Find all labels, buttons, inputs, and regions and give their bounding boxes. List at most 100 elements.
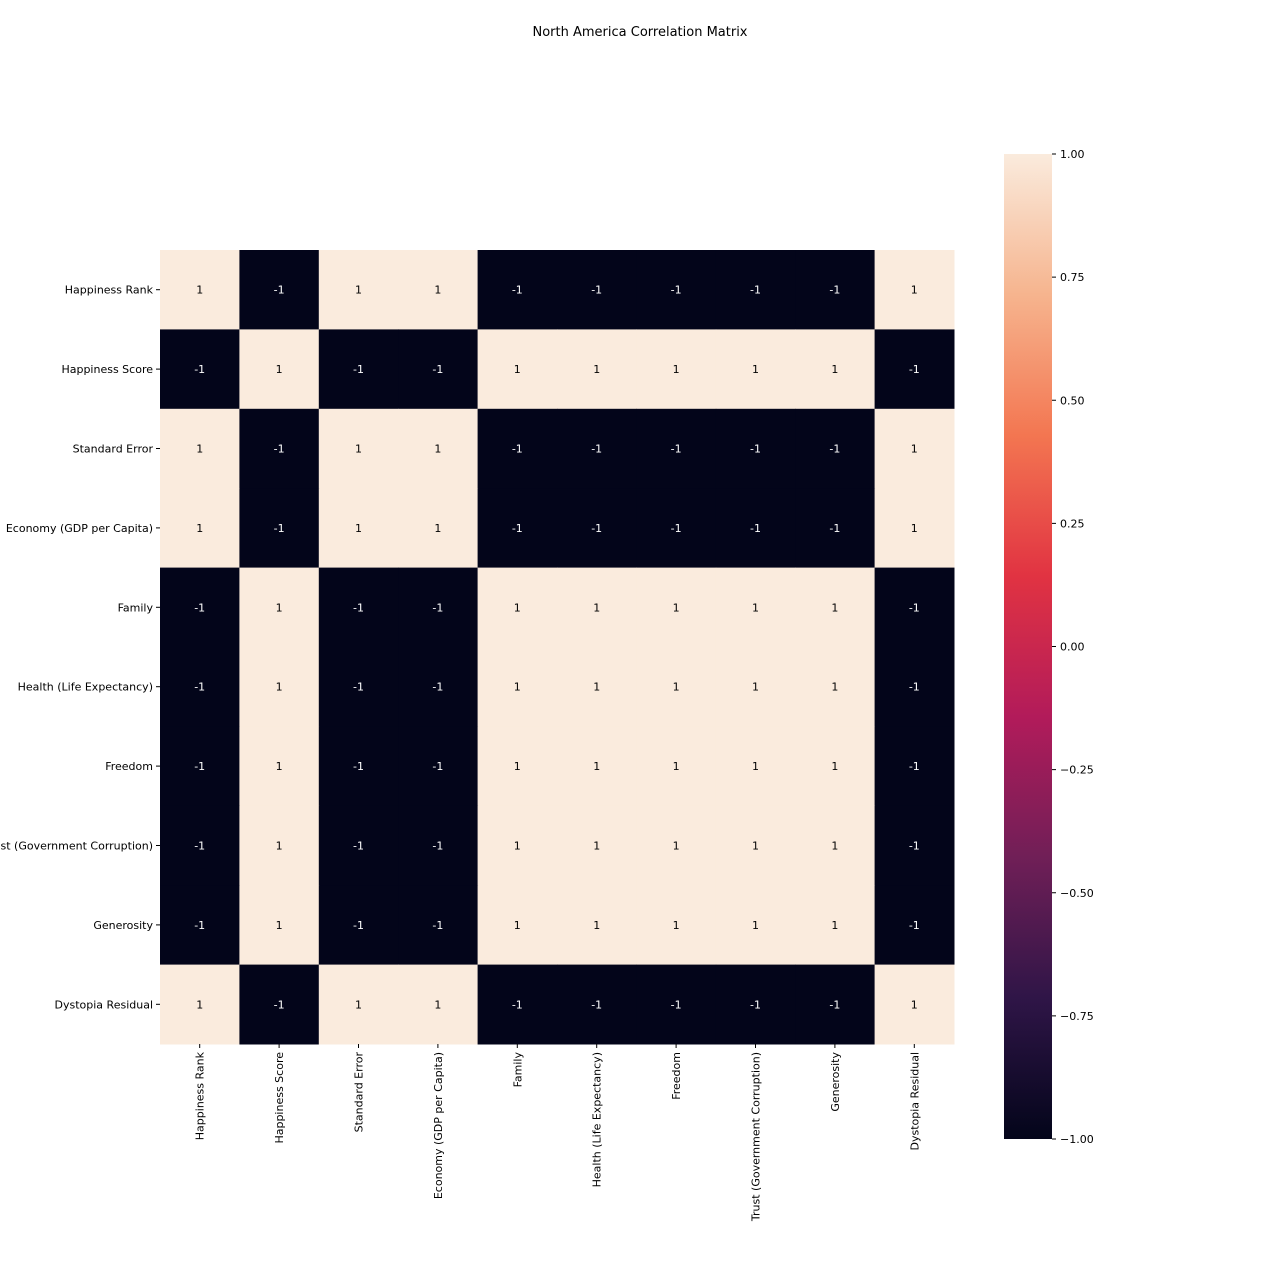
cell-annotation: -1: [353, 840, 364, 853]
y-tick-label: Standard Error: [73, 443, 154, 456]
cell-annotation: -1: [829, 998, 840, 1011]
heatmap-cell: [636, 885, 717, 966]
cell-annotation: 1: [752, 919, 759, 932]
heatmap-cell: [477, 647, 558, 727]
cell-annotation: -1: [274, 998, 285, 1011]
cell-annotation: 1: [752, 760, 759, 773]
heatmap-cell: [795, 805, 876, 886]
heatmap-cell: [239, 408, 320, 489]
cell-annotation: -1: [194, 681, 205, 694]
colorbar-tick-label: 0.75: [1060, 271, 1085, 284]
y-tick-label: Happiness Rank: [65, 284, 154, 297]
heatmap-cell: [874, 885, 955, 966]
heatmap-cell: [636, 250, 717, 330]
heatmap-cell: [715, 805, 796, 886]
colorbar-tick-label: −0.75: [1060, 1010, 1094, 1023]
heatmap-cell: [239, 885, 320, 966]
heatmap-cell: [715, 408, 796, 489]
cell-annotation: 1: [514, 919, 521, 932]
colorbar-gradient: [1004, 154, 1052, 1139]
cell-annotation: 1: [355, 522, 362, 535]
cell-annotation: -1: [353, 919, 364, 932]
cell-annotation: -1: [591, 284, 602, 297]
cell-annotation: -1: [671, 284, 682, 297]
heatmap-cell: [239, 805, 320, 886]
cell-annotation: 1: [514, 681, 521, 694]
heatmap-cell: [795, 885, 876, 966]
cell-annotation: 1: [593, 840, 600, 853]
cell-annotation: 1: [514, 840, 521, 853]
cell-annotation: -1: [353, 363, 364, 376]
cell-annotation: 1: [355, 443, 362, 456]
cell-annotation: 1: [434, 998, 441, 1011]
heatmap-cell: [874, 408, 955, 489]
x-tick-label: Economy (GDP per Capita): [432, 1052, 445, 1199]
heatmap-cell: [239, 964, 320, 1045]
heatmap-cell: [318, 408, 399, 489]
heatmap-cell: [318, 250, 399, 330]
cell-annotation: -1: [591, 443, 602, 456]
cell-annotation: -1: [909, 760, 920, 773]
cell-annotation: 1: [593, 681, 600, 694]
heatmap-cell: [557, 329, 637, 410]
heatmap-cell: [795, 408, 876, 489]
heatmap-cell: [318, 647, 399, 727]
cell-annotation: 1: [276, 681, 283, 694]
cell-annotation: 1: [831, 840, 838, 853]
cell-annotation: -1: [194, 760, 205, 773]
cell-annotation: 1: [752, 363, 759, 376]
cell-annotation: 1: [276, 601, 283, 614]
heatmap-cell: [557, 964, 637, 1045]
heatmap-cell: [636, 726, 717, 807]
heatmap-cell: [636, 567, 717, 648]
y-tick-label: Economy (GDP per Capita): [6, 522, 153, 535]
heatmap-cell: [477, 964, 558, 1045]
cell-annotations: 1 -1 1 1 -1 -1 -1 -1 -1 1 -1 1 -1 -1 1 1 1 1 1 -1 1 -1 1 1 -1 -1 -…: [194, 284, 920, 1012]
heatmap-cell: [160, 567, 240, 648]
cell-annotation: 1: [434, 284, 441, 297]
cell-annotation: -1: [274, 443, 285, 456]
cell-annotation: -1: [194, 840, 205, 853]
heatmap-cell: [239, 647, 320, 727]
cell-annotation: -1: [194, 363, 205, 376]
y-tick-label: Happiness Score: [61, 363, 153, 376]
heatmap-cell: [715, 964, 796, 1045]
heatmap-cell: [874, 567, 955, 648]
heatmap-cell: [715, 567, 796, 648]
heatmap-cell: [477, 885, 558, 966]
cell-annotation: -1: [829, 284, 840, 297]
cell-annotation: -1: [432, 919, 443, 932]
heatmap-cell: [239, 329, 320, 410]
heatmap-cell: [318, 567, 399, 648]
heatmap-cell: [318, 964, 399, 1045]
cell-annotation: -1: [432, 840, 443, 853]
cell-annotation: -1: [909, 919, 920, 932]
cell-annotation: 1: [673, 681, 680, 694]
heatmap-cell: [557, 647, 637, 727]
heatmap-cell: [160, 329, 240, 410]
cell-annotation: -1: [274, 522, 285, 535]
y-tick-label: Generosity: [93, 919, 153, 932]
colorbar-tick-label: 0.50: [1060, 394, 1085, 407]
cell-annotation: 1: [593, 601, 600, 614]
cell-annotation: 1: [276, 919, 283, 932]
heatmap-cell: [874, 329, 955, 410]
heatmap-cell: [318, 805, 399, 886]
cell-annotation: -1: [671, 443, 682, 456]
heatmap-cell: [795, 726, 876, 807]
cell-annotation: 1: [831, 919, 838, 932]
cell-annotation: -1: [512, 443, 523, 456]
heatmap-cell: [160, 647, 240, 727]
colorbar-tick-label: −0.50: [1060, 887, 1094, 900]
heatmap-cell: [795, 964, 876, 1045]
heatmap-cell: [715, 488, 796, 569]
cell-annotation: 1: [673, 919, 680, 932]
heatmap-cell: [874, 488, 955, 569]
cell-annotation: 1: [593, 760, 600, 773]
heatmap-cell: [477, 726, 558, 807]
y-tick-label: Freedom: [105, 760, 153, 773]
cell-annotation: 1: [593, 363, 600, 376]
cell-annotation: -1: [829, 522, 840, 535]
cell-annotation: 1: [434, 522, 441, 535]
